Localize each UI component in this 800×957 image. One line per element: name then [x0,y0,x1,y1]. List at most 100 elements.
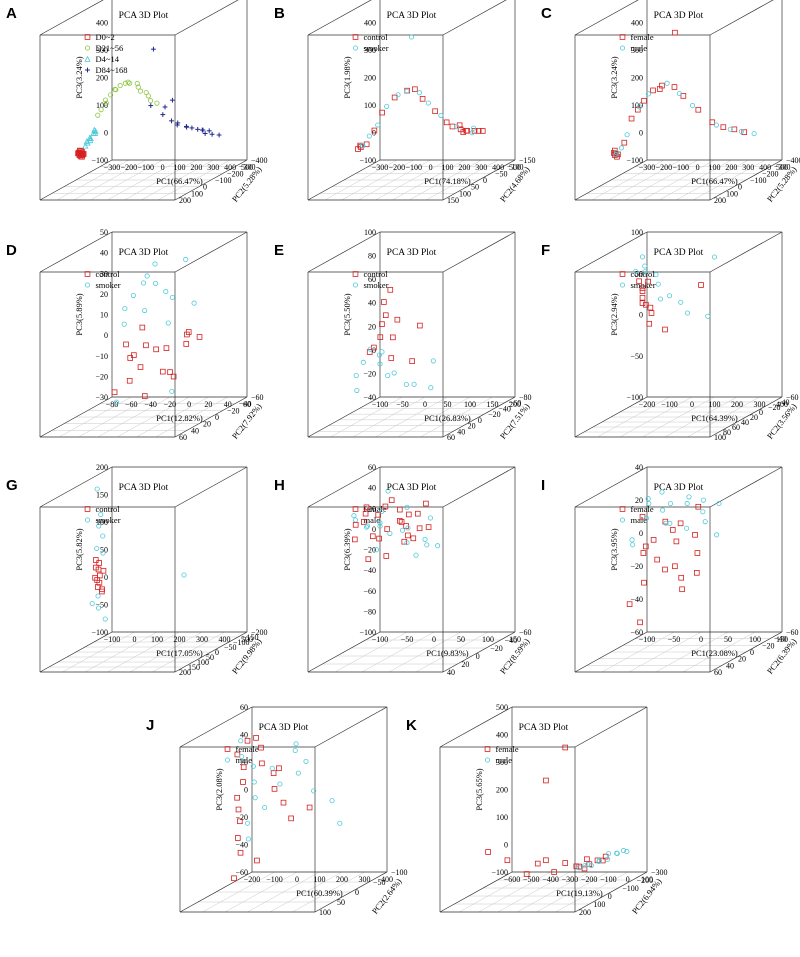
data-point [362,510,369,517]
box-edge [39,159,113,201]
tick-labels: −200 −100 0 100 200 300 400−100−50050100−60−40… [235,703,407,917]
z-tick-label: 100 [96,518,108,527]
legend-marker [619,271,626,277]
series-d84-168 [148,46,222,138]
z-tick-label: 200 [364,74,376,83]
data-point [92,574,98,581]
tick-labels: −100 0 100 200 300 400 500−200−150−100−5005010… [91,463,267,677]
legend-label: D4~14 [96,54,120,64]
data-point [479,128,486,134]
data-point [677,520,684,527]
data-point [645,496,651,502]
series-control [92,557,107,595]
y-tick-label: 40 [447,668,455,677]
panel-letter: D [6,242,17,259]
x-tick-label: −300 [104,163,121,172]
legend-label: male [236,755,253,765]
series-d0-2 [75,147,87,160]
data-point [141,393,148,399]
series-male [576,847,630,871]
box-edge [307,159,381,201]
panel-j: −200 −100 0 100 200 300 400−100−50050100−60−40… [146,703,408,917]
x-tick-label: 50 [457,635,465,644]
x-tick-label: −100 [672,163,689,172]
y-tick-label: 20 [203,420,211,429]
data-point [684,525,690,531]
data-point [640,550,647,556]
y-tick-label: −200 [762,169,779,178]
z-tick-label: −10 [95,352,108,361]
x-tick-label: 0 [295,875,299,884]
grid-line [497,871,570,913]
series-male [238,738,343,842]
panel-letter: C [541,5,552,22]
data-point [167,369,173,375]
data-point [391,370,397,376]
data-point [143,342,149,349]
z-tick-label: 300 [96,46,108,55]
data-point [678,574,685,581]
box-edge [174,466,248,508]
y-tick-label: 60 [714,668,722,677]
data-point [269,765,275,771]
x-tick-label: −200 [639,400,656,409]
box-edge [442,231,516,273]
data-point [404,540,410,546]
y-tick-label: 0 [478,416,482,425]
data-point [438,112,444,118]
x-tick-label: 0 [690,400,694,409]
x-tick-label: 40 [224,400,232,409]
x-axis-label: PC1(74.18%) [424,176,471,186]
x-tick-label: −300 [562,875,579,884]
data-point [657,296,664,302]
y-tick-label: −40 [498,404,511,413]
y-tick-label: −40 [239,400,252,409]
box-edge [174,631,248,673]
data-point [382,503,389,510]
data-point [396,506,403,513]
data-point [311,788,317,794]
box-edge [174,231,248,273]
y-tick-label: 80 [723,428,731,437]
grid-line [375,396,448,438]
data-point [417,322,423,329]
x-tick-label: 200 [509,400,521,409]
x-tick-label: −200 [656,163,673,172]
grid-line [388,631,462,673]
box-edge [39,231,113,273]
tick-labels: −300−200−1000100200300400500−400−300−200… [626,19,800,206]
data-point [686,494,692,500]
data-point [351,513,357,519]
data-point [628,115,635,122]
x-tick-label: 0 [699,635,703,644]
box-edge [574,159,648,201]
y-tick-label: 0 [203,183,207,192]
panel-i: −100 −50 0 50 100 150−60−40−200204060−60−40−2… [541,463,799,677]
legend-label: female [364,504,387,514]
data-point [371,127,378,134]
x-tick-label: 50 [444,400,452,409]
z-tick-label: 0 [104,129,108,138]
data-point [94,486,100,492]
data-point [89,600,95,607]
x-tick-label: 200 [336,875,348,884]
data-point [401,538,408,545]
box-edge [442,159,516,201]
floor-grid [39,159,248,201]
legend-label: control [631,269,656,279]
y-tick-label: −60 [251,393,264,402]
data-point [181,572,187,578]
x-tick-label: −100 [104,635,121,644]
y-tick-label: 50 [471,183,479,192]
x-tick-label: 500 [776,163,788,172]
data-point [139,324,146,331]
box-edge [709,466,783,508]
legend-marker [352,34,359,40]
data-point [165,320,171,326]
y-tick-label: 0 [215,648,219,657]
data-point [184,124,189,129]
data-point [237,818,243,825]
